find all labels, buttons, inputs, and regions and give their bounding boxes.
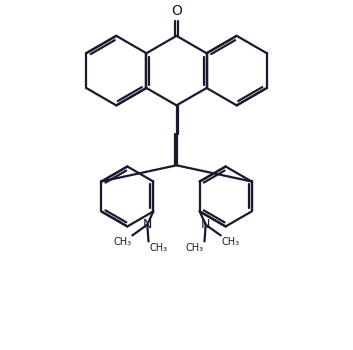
Text: CH₃: CH₃ bbox=[113, 237, 131, 247]
Text: N: N bbox=[201, 218, 210, 231]
Text: CH₃: CH₃ bbox=[149, 243, 167, 253]
Text: CH₃: CH₃ bbox=[222, 237, 240, 247]
Text: N: N bbox=[143, 218, 152, 231]
Text: CH₃: CH₃ bbox=[186, 243, 204, 253]
Text: O: O bbox=[171, 5, 182, 19]
